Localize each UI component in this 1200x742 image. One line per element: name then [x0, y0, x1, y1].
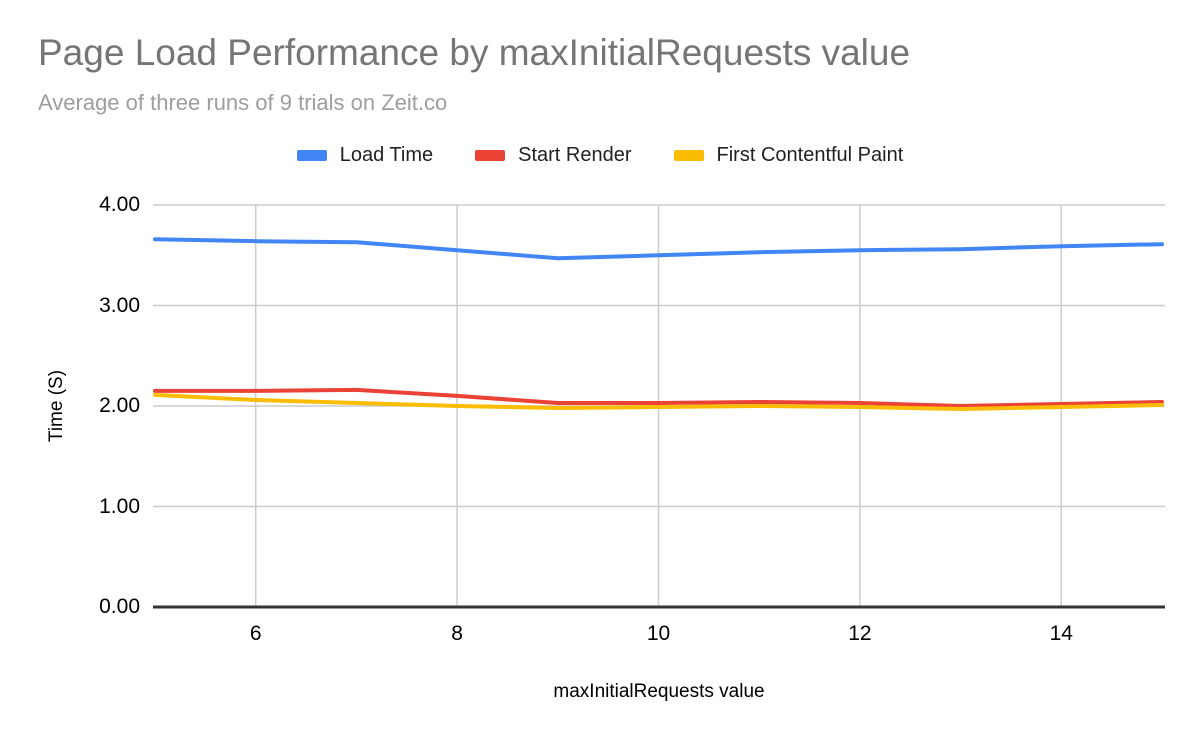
x-tick-label: 8: [451, 622, 463, 645]
x-tick-label: 6: [249, 622, 262, 645]
y-axis-title: Time (S): [46, 369, 67, 443]
legend-label: First Contentful Paint: [716, 144, 904, 166]
x-tick-label: 12: [848, 622, 872, 645]
y-tick-label: 3.00: [99, 293, 140, 317]
load-time-swatch-icon: [296, 150, 327, 161]
legend-item-start-render: Start Render: [475, 144, 632, 167]
legend-label: Start Render: [518, 144, 632, 166]
y-tick-label: 4.00: [99, 193, 140, 216]
legend-label: Load Time: [339, 144, 434, 166]
chart-title: Page Load Performance by maxInitialReque…: [38, 32, 911, 73]
chart-subtitle: Average of three runs of 9 trials on Zei…: [38, 90, 448, 115]
x-tick-label: 14: [1049, 622, 1073, 645]
legend-item-first-contentful-paint: First Contentful Paint: [673, 144, 904, 167]
first-contentful-paint-swatch-icon: [673, 150, 704, 161]
y-tick-label: 0.00: [99, 595, 140, 618]
legend-item-load-time: Load Time: [296, 144, 434, 167]
x-tick-label: 10: [646, 622, 671, 645]
legend: Load Time Start Render First Contentful …: [0, 144, 1200, 167]
y-tick-label: 1.00: [99, 494, 140, 518]
start-render-swatch-icon: [475, 150, 506, 161]
x-axis-title: maxInitialRequests value: [553, 681, 765, 702]
y-tick-label: 2.00: [99, 394, 140, 417]
